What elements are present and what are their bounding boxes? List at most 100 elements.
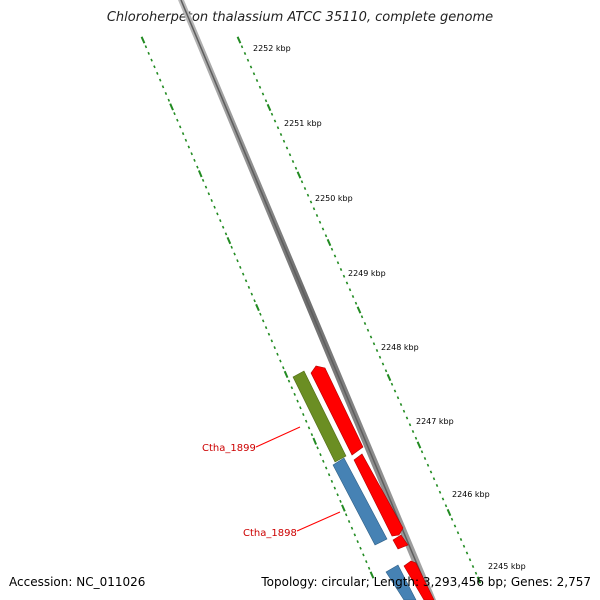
outer-tick-41: [259, 312, 262, 316]
outer-tick-45: [270, 339, 274, 343]
outer-tick-7: [161, 85, 165, 89]
ruler-tick-80: [476, 576, 482, 584]
outer-tick-5: [156, 71, 159, 75]
outer-tick-20: [197, 170, 203, 178]
outer-tick-70: [341, 504, 346, 512]
gene-label-ctha-1899[interactable]: Ctha_1899: [202, 443, 256, 454]
gene-ctha-1899[interactable]: [292, 370, 347, 463]
outer-tick-62: [319, 453, 322, 457]
ruler-tick-37: [348, 288, 352, 292]
outer-tick-63: [322, 459, 325, 463]
ruler-tick-16: [285, 146, 289, 150]
outer-tick-56: [302, 412, 305, 417]
ruler-tick-20: [296, 171, 302, 179]
outer-tick-58: [307, 426, 311, 430]
ruler-tick-11: [270, 112, 274, 116]
tick-label-2252: 2252 kbp: [253, 44, 291, 53]
ruler-tick-68: [441, 497, 445, 501]
ruler-tick-75: [462, 544, 466, 548]
ruler-tick-44: [369, 335, 373, 339]
ruler-tick-33: [336, 261, 340, 265]
ruler-tick-55: [402, 409, 406, 413]
forward-gene-4[interactable]: [403, 560, 435, 600]
outer-tick-72: [347, 519, 351, 524]
ruler-tick-18: [291, 159, 295, 164]
ruler-tick-12: [273, 119, 277, 123]
ruler-tick-76: [465, 551, 469, 555]
outer-tick-16: [187, 145, 191, 149]
ruler-tick-36: [345, 281, 349, 285]
ruler-tick-0: [236, 36, 242, 44]
forward-strand-genes: [310, 365, 435, 600]
ruler-tick-19: [294, 166, 298, 170]
outer-tick-40: [255, 303, 260, 312]
outer-tick-67: [333, 486, 337, 490]
outer-tick-75: [356, 540, 359, 544]
outer-tick-64: [324, 466, 328, 470]
ruler-tick-51: [390, 382, 394, 386]
forward-gene-3[interactable]: [392, 534, 409, 550]
forward-gene-1[interactable]: [310, 365, 364, 456]
ruler-tick-64: [429, 470, 433, 474]
reverse-gene-3[interactable]: [385, 564, 417, 600]
gene-ctha-1898[interactable]: [332, 457, 388, 546]
ruler-tick-45: [372, 342, 376, 346]
gene-label-ctha-1898[interactable]: Ctha_1898: [243, 528, 297, 539]
ruler-tick-40: [356, 306, 362, 314]
ruler-tick-21: [300, 180, 304, 184]
outer-tick-50: [283, 370, 289, 379]
genome-backbone: [178, 0, 436, 600]
outer-tick-0: [140, 36, 146, 44]
ruler-tick-62: [423, 456, 427, 461]
ruler-tick-4: [249, 65, 253, 69]
outer-tick-60: [312, 437, 318, 445]
outer-tick-3: [150, 58, 153, 62]
outer-tick-15: [184, 138, 188, 142]
ruler-tick-50: [386, 373, 392, 382]
outer-tick-38: [250, 292, 254, 296]
ruler-tick-57: [408, 423, 412, 427]
ruler-tick-56: [405, 416, 409, 420]
ruler-tick-10: [266, 103, 272, 112]
ruler-tick-74: [459, 537, 463, 542]
ruler-tick-47: [378, 355, 382, 359]
outer-tick-28: [221, 225, 225, 229]
ruler-tick-41: [360, 315, 364, 319]
tick-label-2245: 2245 kbp: [488, 562, 526, 571]
outer-tick-65: [327, 473, 331, 477]
ruler-tick-59: [414, 436, 418, 440]
tick-label-2246: 2246 kbp: [452, 490, 490, 499]
ruler-tick-58: [411, 429, 415, 434]
forward-gene-2[interactable]: [353, 453, 404, 537]
ruler-tick-29: [324, 234, 328, 238]
outer-tick-73: [350, 526, 354, 530]
ruler-tick-22: [303, 186, 307, 191]
outer-tick-71: [344, 513, 348, 517]
outer-tick-37: [247, 285, 251, 289]
ruler-tick-43: [366, 328, 370, 332]
outer-tick-53: [293, 392, 296, 396]
outer-tick-8: [164, 91, 168, 96]
outer-tick-61: [316, 446, 319, 450]
ruler-tick-13: [276, 126, 280, 130]
tick-label-2250: 2250 kbp: [315, 194, 353, 203]
outer-tick-44: [267, 332, 271, 336]
ruler-tick-61: [420, 450, 424, 454]
ruler-tick-73: [456, 531, 460, 535]
outer-tick-22: [204, 185, 208, 189]
ruler-tick-1: [240, 45, 244, 49]
outer-tick-24: [210, 198, 213, 203]
reverse-strand-genes: [292, 370, 417, 600]
outer-tick-19: [196, 165, 199, 169]
outer-tick-27: [219, 219, 222, 223]
outer-tick-1: [144, 45, 148, 49]
ruler-tick-34: [339, 267, 343, 272]
ruler-tick-53: [396, 396, 400, 400]
ruler-tick-77: [468, 558, 472, 562]
ruler-tick-31: [330, 247, 334, 251]
ruler-labels: 2252 kbp 2251 kbp 2250 kbp 2249 kbp 2248…: [253, 44, 526, 571]
outer-tick-54: [296, 399, 299, 403]
gene-labels: Ctha_1899 Ctha_1898: [202, 426, 341, 539]
ruler-tick-2: [243, 51, 247, 56]
outer-tick-76: [359, 546, 362, 550]
